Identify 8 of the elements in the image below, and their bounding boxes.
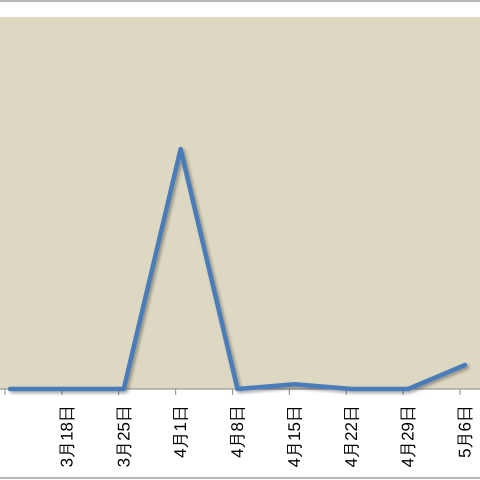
x-tick-label: 5月6日 xyxy=(456,405,474,458)
x-tick-label: 4月1日 xyxy=(171,405,190,458)
x-tick-label: 3月18日 xyxy=(57,405,76,468)
x-tick-label: 4月8日 xyxy=(228,405,247,458)
x-tick-label: 3月25日 xyxy=(114,405,134,468)
x-tick-label: 4月15日 xyxy=(284,405,304,468)
x-tick-label: 4月22日 xyxy=(342,405,361,468)
x-tick-label: 4月29日 xyxy=(398,405,418,468)
